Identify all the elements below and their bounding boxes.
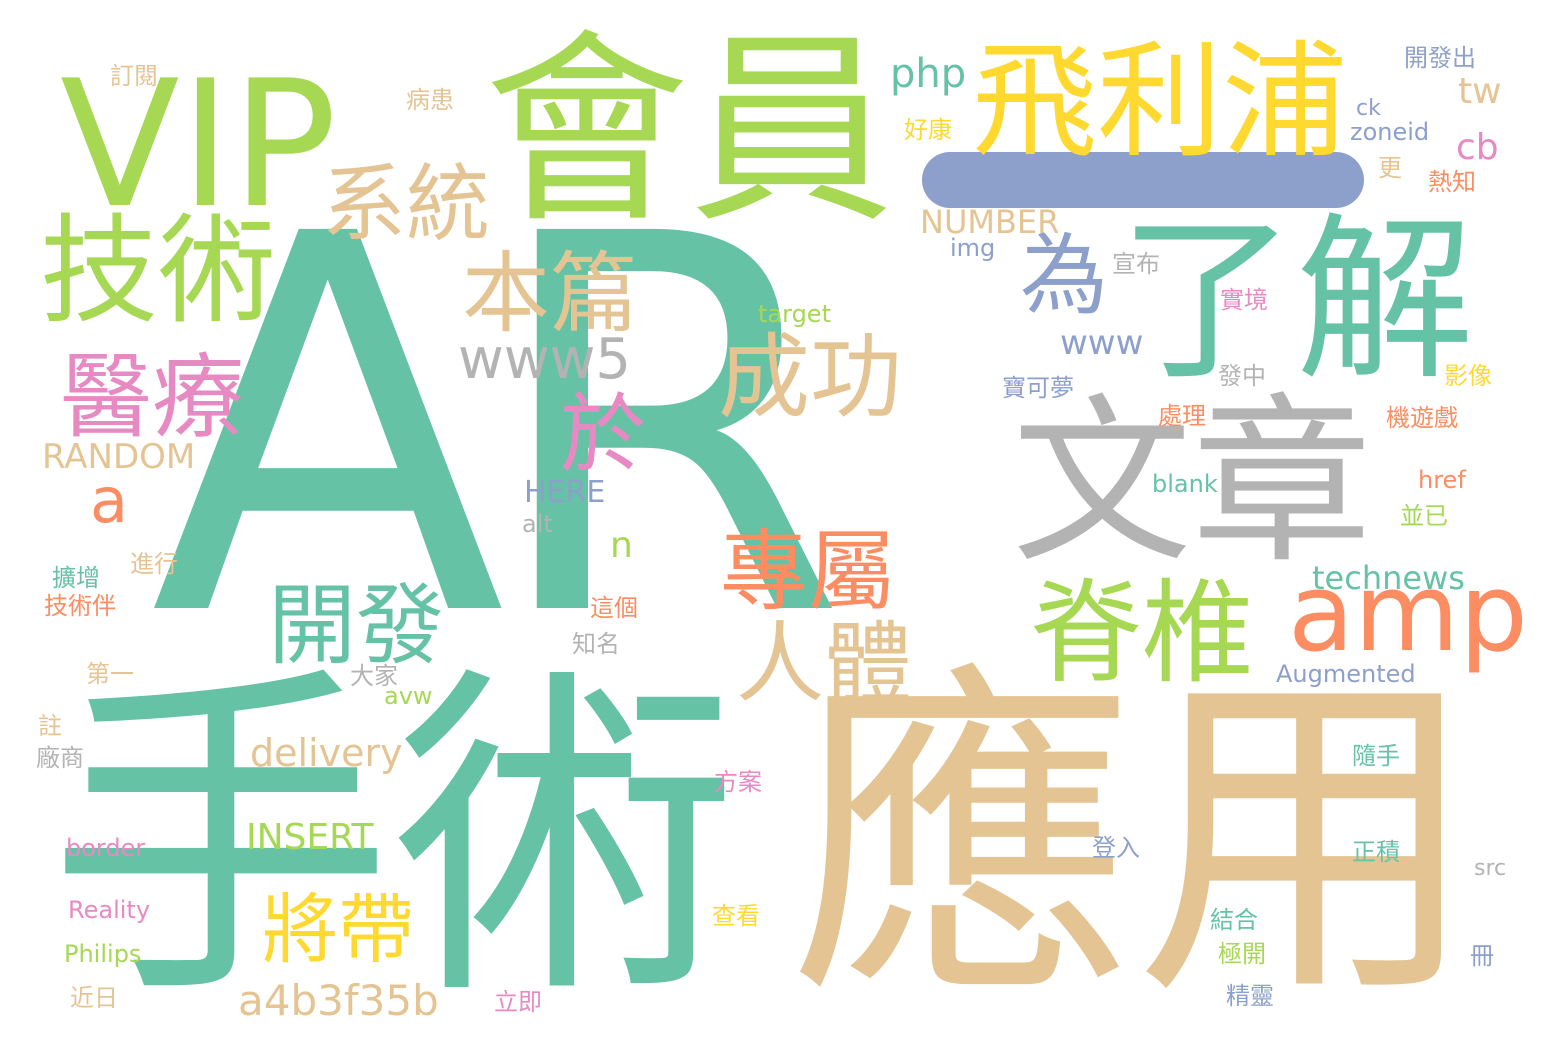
word-jishuban: 技術伴 (44, 592, 116, 620)
word-blank: blank (1152, 470, 1218, 498)
word-haokang: 好康 (904, 116, 952, 144)
word-yingxiang: 影像 (1444, 362, 1492, 390)
word-weile: 為 (1020, 224, 1109, 327)
word-jingling: 精靈 (1226, 982, 1274, 1010)
word-www5: www5 (458, 327, 632, 392)
word-zhiming: 知名 (572, 630, 620, 658)
word-reality: Reality (68, 896, 151, 924)
word-zhu: 註 (38, 712, 62, 740)
word-here: HERE (524, 475, 606, 510)
word-rezhi: 熱知 (1428, 168, 1476, 196)
word-zhege: 這個 (590, 594, 638, 622)
word-kaifa: 開發 (268, 574, 445, 677)
word-diyi: 第一 (86, 660, 134, 688)
word-augmented: Augmented (1276, 660, 1416, 688)
word-alt: alt (522, 510, 553, 538)
word-a: a (90, 464, 128, 537)
dash-bar (922, 152, 1364, 208)
word-ce: 冊 (1470, 942, 1494, 970)
word-jishu: 技術 (40, 202, 277, 340)
word-number: NUMBER (920, 203, 1060, 241)
word-jizhui: 脊椎 (1030, 569, 1254, 699)
word-suishou: 隨手 (1352, 742, 1400, 770)
word-tw: tw (1458, 71, 1502, 112)
word-delivery: delivery (250, 731, 403, 775)
word-cb: cb (1456, 127, 1499, 168)
word-zhengji: 正積 (1352, 838, 1400, 866)
word-dajia: 大家 (350, 662, 398, 690)
word-fangan: 方案 (714, 768, 762, 796)
word-changshang: 廠商 (36, 744, 84, 772)
word-xuanbu: 宣布 (1112, 250, 1160, 278)
word-binger: 並已 (1400, 502, 1448, 530)
word-xitong: 系統 (322, 155, 491, 253)
word-avw: avw (384, 682, 433, 710)
word-chenggong: 成功 (718, 324, 903, 431)
word-philips: Philips (64, 940, 142, 968)
word-dengru: 登入 (1092, 834, 1140, 862)
word-random: RANDOM (42, 437, 196, 477)
word-jiyouxi: 機遊戲 (1386, 404, 1458, 432)
word-baokemeng: 寶可夢 (1002, 374, 1074, 402)
word-feilipu: 飛利浦 (972, 30, 1347, 175)
word-php: php (890, 51, 967, 97)
word-target: target (758, 300, 831, 328)
word-wenzhang: 文章 (1012, 379, 1373, 588)
word-shijing: 實境 (1220, 286, 1268, 314)
word-liji: 立即 (494, 988, 542, 1016)
word-geng: 更 (1378, 154, 1402, 182)
word-fazhong: 發中 (1218, 362, 1266, 390)
word-www: www (1060, 323, 1144, 363)
word-src: src (1474, 856, 1507, 881)
word-renti: 人體 (736, 612, 913, 715)
word-jikai: 極開 (1218, 940, 1266, 968)
word-kuozeng: 擴增 (52, 564, 100, 592)
word-yiliao: 醫療 (60, 344, 245, 451)
word-chakan: 查看 (712, 902, 760, 930)
word-yingyong: 應用 (790, 640, 1480, 1041)
word-a4b3f35b: a4b3f35b (238, 976, 439, 1025)
word-ar: AR (150, 125, 847, 731)
word-bingzhe: 病患 (406, 86, 454, 114)
word-vip: VIP (60, 44, 337, 247)
word-href: href (1418, 466, 1466, 494)
word-benpian: 本篇 (462, 242, 639, 345)
word-insert: INSERT (246, 817, 374, 858)
word-jiangdai: 將帶 (262, 885, 414, 974)
word-img: img (950, 234, 996, 262)
word-border: border (66, 834, 146, 862)
word-kaifachu: 開發出 (1404, 44, 1476, 72)
word-technews: technews (1312, 559, 1465, 597)
word-amp: amp (1288, 551, 1528, 676)
word-huiyuan: 會員 (484, 13, 894, 251)
word-jinri: 近日 (70, 984, 118, 1012)
word-yu: 於 (560, 385, 646, 485)
word-baohong: 爆紅 (356, 474, 404, 502)
word-jiehe: 結合 (1210, 906, 1258, 934)
word-n: n (610, 525, 633, 566)
word-zoneid: zoneid (1350, 118, 1430, 146)
word-dingyue: 訂閱 (110, 62, 158, 90)
word-shoushu: 手術 (48, 640, 738, 1041)
word-zhuanshu: 專屬 (720, 520, 897, 623)
word-liaojie: 了解 (1118, 197, 1474, 404)
word-ck: ck (1356, 96, 1381, 121)
word-chuli: 處理 (1158, 402, 1206, 430)
word-jinxing: 進行 (130, 550, 178, 578)
